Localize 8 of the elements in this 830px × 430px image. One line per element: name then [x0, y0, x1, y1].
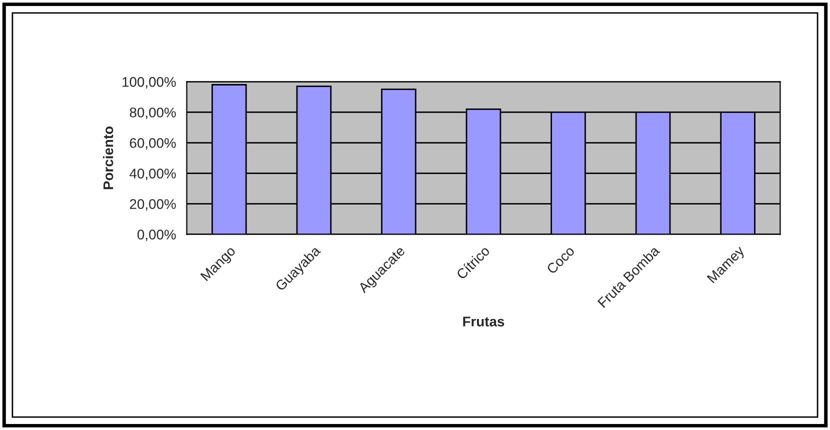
y-tick-label: 80,00%: [130, 108, 176, 120]
y-tick-label: 100,00%: [122, 77, 176, 89]
y-tick-label: 60,00%: [130, 138, 176, 150]
y-axis-title: Porciento: [103, 126, 114, 190]
y-tick-label: 0,00%: [137, 230, 176, 242]
y-tick-label: 20,00%: [130, 199, 176, 211]
x-axis-title: Frutas: [463, 316, 504, 326]
y-tick-label: 40,00%: [130, 168, 176, 180]
